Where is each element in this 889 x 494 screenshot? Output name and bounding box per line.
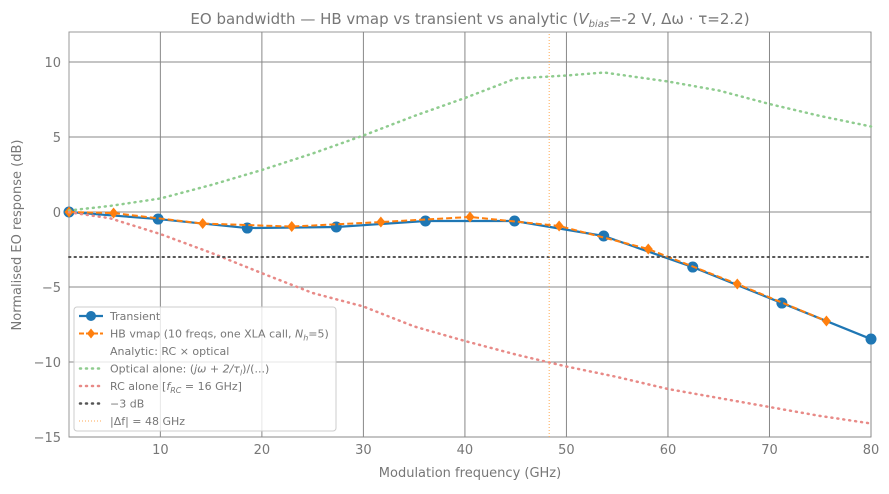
x-tick-label: 50 bbox=[558, 443, 575, 458]
x-tick-label: 20 bbox=[254, 443, 271, 458]
legend-marker bbox=[86, 311, 96, 321]
transient-point bbox=[152, 213, 164, 225]
legend-entry: Analytic: RC × optical bbox=[110, 345, 229, 358]
x-tick-label: 80 bbox=[863, 443, 880, 458]
y-tick-label: −15 bbox=[34, 431, 61, 446]
legend: Transient HB vmap (10 freqs, one XLA call… bbox=[73, 306, 337, 432]
legend-entry: Transient bbox=[109, 310, 161, 323]
y-tick-label: −10 bbox=[34, 356, 61, 371]
hb-point bbox=[465, 211, 475, 223]
legend-entry: −3 dB bbox=[110, 398, 144, 411]
y-tick-label: −5 bbox=[42, 281, 61, 296]
legend-entry: RC alone [fRC = 16 GHz] bbox=[110, 380, 242, 395]
hb-point bbox=[643, 243, 653, 255]
legend-marker bbox=[87, 328, 95, 339]
legend-box bbox=[73, 306, 337, 432]
series-line bbox=[67, 71, 873, 212]
y-tick-label: 10 bbox=[44, 56, 61, 71]
x-axis-label: Modulation frequency (GHz) bbox=[379, 466, 561, 481]
y-axis-label: Normalised EO response (dB) bbox=[10, 140, 25, 331]
legend-entry: |Δf| = 48 GHz bbox=[110, 415, 185, 428]
x-tick-label: 70 bbox=[761, 443, 778, 458]
legend-entry: Optical alone: (jω + 2/τl)/(...) bbox=[110, 363, 269, 378]
legend-entry: HB vmap (10 freqs, one XLA call, Nh=5) bbox=[110, 328, 329, 343]
hb-point bbox=[109, 207, 119, 219]
chart-title: EO bandwidth — HB vmap vs transient vs a… bbox=[190, 10, 749, 30]
transient-point bbox=[865, 333, 877, 345]
series-line bbox=[67, 211, 873, 425]
hb-point bbox=[732, 278, 742, 290]
series-line bbox=[68, 211, 827, 322]
x-tick-label: 40 bbox=[457, 443, 474, 458]
hb-point bbox=[198, 218, 208, 230]
hb-point bbox=[821, 315, 831, 327]
x-tick-label: 30 bbox=[355, 443, 372, 458]
transient-point bbox=[419, 215, 431, 227]
y-tick-label: 5 bbox=[53, 131, 61, 146]
hb-point bbox=[287, 221, 297, 233]
y-tick-label: 0 bbox=[53, 206, 61, 221]
hb-point bbox=[554, 220, 564, 232]
x-tick-label: 10 bbox=[152, 443, 169, 458]
x-tick-label: 60 bbox=[660, 443, 677, 458]
hb-point bbox=[376, 216, 386, 228]
